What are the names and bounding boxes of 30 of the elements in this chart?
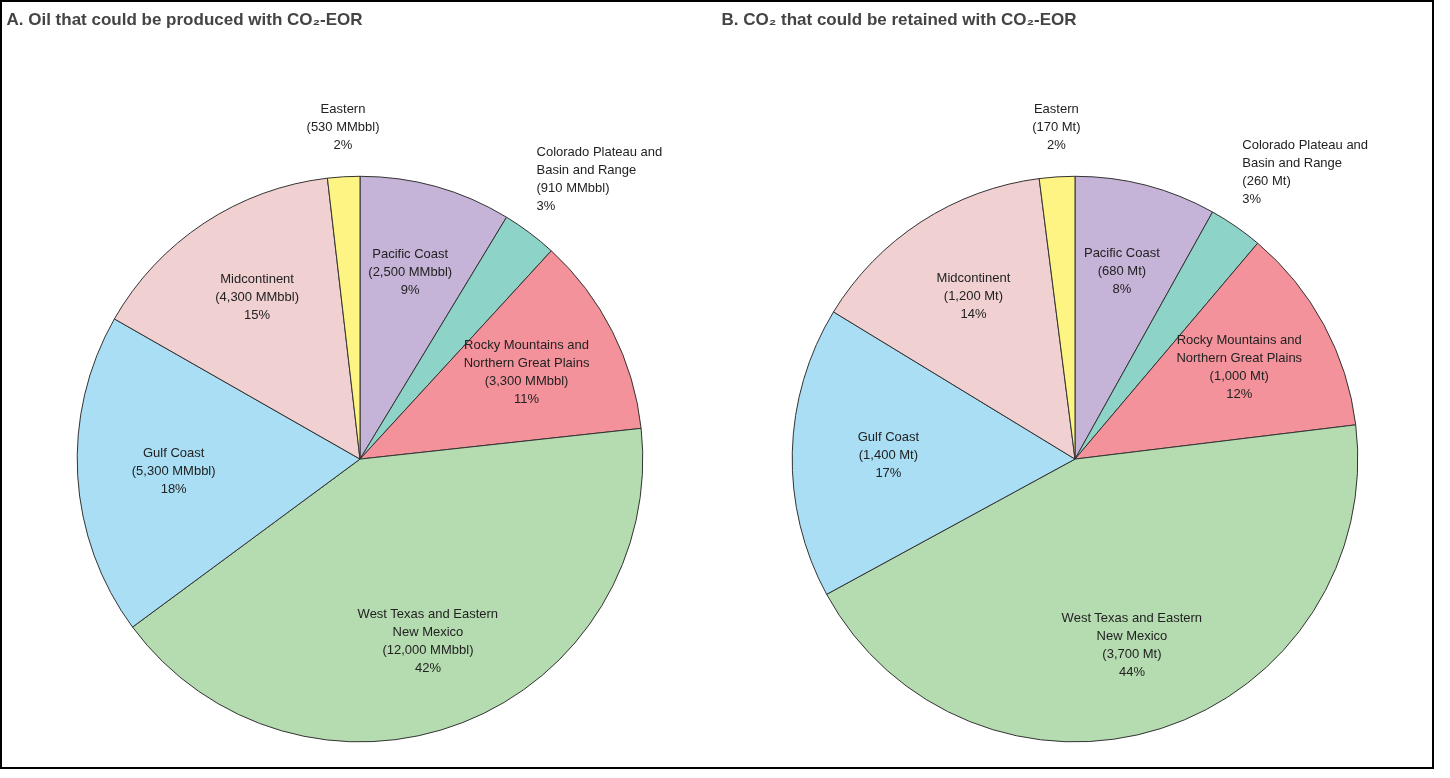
data-label: (1,400 Mt) 17%: [858, 446, 919, 480]
data-label: (3,700 Mt) 44%: [1102, 646, 1162, 680]
data-label: (5,300 MMbbl) 18%: [131, 463, 216, 497]
slice-label: Midcontinent: [936, 269, 1011, 285]
data-label: (910 MMbbl) 3%: [536, 180, 610, 214]
data-label: (1,200 Mt) 14%: [943, 287, 1004, 321]
slice-label: Gulf Coast: [142, 445, 205, 461]
slice-label: Pacific Coast: [1083, 244, 1161, 260]
chart-title: A. Oil that could be produced with CO₂-EOR: [6, 9, 363, 29]
slice-label: Eastern: [320, 101, 366, 117]
data-label: (12,000 MMbbl) 42%: [382, 642, 474, 676]
data-label: (530 MMbbl) 2%: [306, 119, 380, 153]
data-label: (1,000 Mt) 12%: [1209, 367, 1269, 401]
data-label: (4,300 MMbbl) 15%: [215, 288, 300, 322]
slice-label: Rocky Mountains and Northern Great Plains: [1176, 331, 1303, 365]
slice-label: West Texas and Eastern New Mexico: [1061, 610, 1203, 644]
data-label: (170 Mt) 2%: [1032, 119, 1081, 153]
data-label: (260 Mt) 3%: [1242, 173, 1291, 207]
slice-label: Gulf Coast: [857, 428, 920, 444]
slice-label: Colorado Plateau and Basin and Range: [1242, 137, 1369, 171]
slice-label: Pacific Coast: [372, 245, 449, 261]
slice-label: Rocky Mountains and Northern Great Plains: [463, 336, 590, 370]
slice-label: West Texas and Eastern New Mexico: [357, 606, 499, 640]
slice-label: Midcontinent: [220, 270, 295, 286]
data-label: (680 Mt) 8%: [1097, 262, 1147, 296]
chart-title: B. CO₂ that could be retained with CO₂-EOR: [721, 9, 1077, 29]
slice-label: Eastern: [1033, 101, 1079, 117]
data-label: (2,500 MMbbl) 9%: [368, 263, 453, 297]
data-label: (3,300 MMbbl) 11%: [484, 372, 569, 406]
slice-label: Colorado Plateau and Basin and Range: [536, 144, 663, 178]
